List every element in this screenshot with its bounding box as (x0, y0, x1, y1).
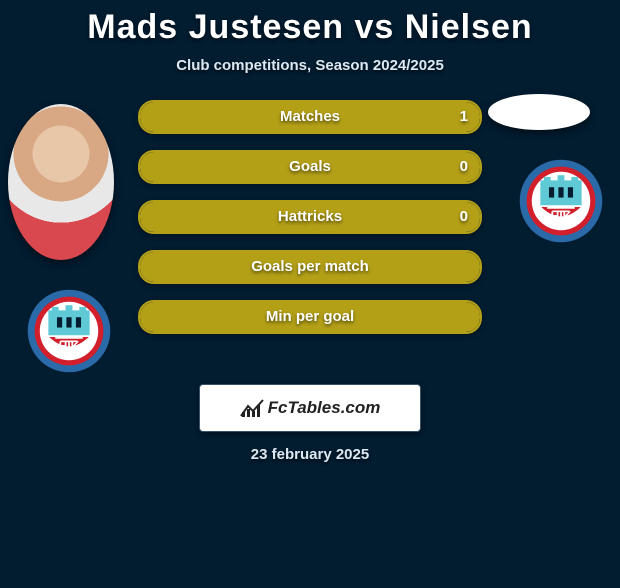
page-title: Mads Justesen vs Nielsen (0, 8, 620, 47)
svg-text:HIK: HIK (59, 339, 80, 353)
stat-label: Min per goal (140, 302, 480, 332)
player-left-club-badge: HIK (26, 288, 112, 374)
stat-label: Hattricks (140, 202, 480, 232)
comparison-stage: HIK HIK Matches1Goals0Hattricks0Goals pe… (0, 100, 620, 350)
brand-chart-icon (240, 398, 264, 418)
player-right-club-badge: HIK (518, 158, 604, 244)
brand-text: FcTables.com (268, 398, 381, 418)
subtitle: Club competitions, Season 2024/2025 (0, 57, 620, 74)
stat-row: Min per goal (138, 300, 482, 334)
player-right-avatar (488, 94, 590, 130)
stat-row: Matches1 (138, 100, 482, 134)
brand-badge: FcTables.com (199, 384, 421, 432)
stat-label: Matches (140, 102, 480, 132)
stat-row: Goals per match (138, 250, 482, 284)
player-left-avatar (8, 104, 114, 260)
club-badge-icon: HIK (26, 288, 112, 374)
stat-row: Hattricks0 (138, 200, 482, 234)
stat-value-right: 0 (460, 152, 468, 182)
stat-row: Goals0 (138, 150, 482, 184)
stat-rows: Matches1Goals0Hattricks0Goals per matchM… (138, 100, 482, 334)
svg-text:HIK: HIK (551, 209, 572, 223)
stat-value-right: 1 (460, 102, 468, 132)
stat-value-right: 0 (460, 202, 468, 232)
date-text: 23 february 2025 (0, 446, 620, 463)
stat-label: Goals per match (140, 252, 480, 282)
stat-label: Goals (140, 152, 480, 182)
club-badge-icon: HIK (518, 158, 604, 244)
